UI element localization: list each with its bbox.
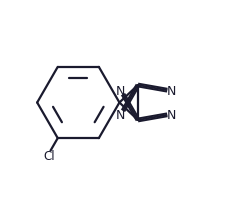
Text: Cl: Cl [44, 150, 55, 162]
Text: N: N [116, 84, 125, 97]
Text: N: N [167, 108, 176, 121]
Text: N: N [116, 109, 125, 122]
Text: N: N [167, 85, 176, 98]
